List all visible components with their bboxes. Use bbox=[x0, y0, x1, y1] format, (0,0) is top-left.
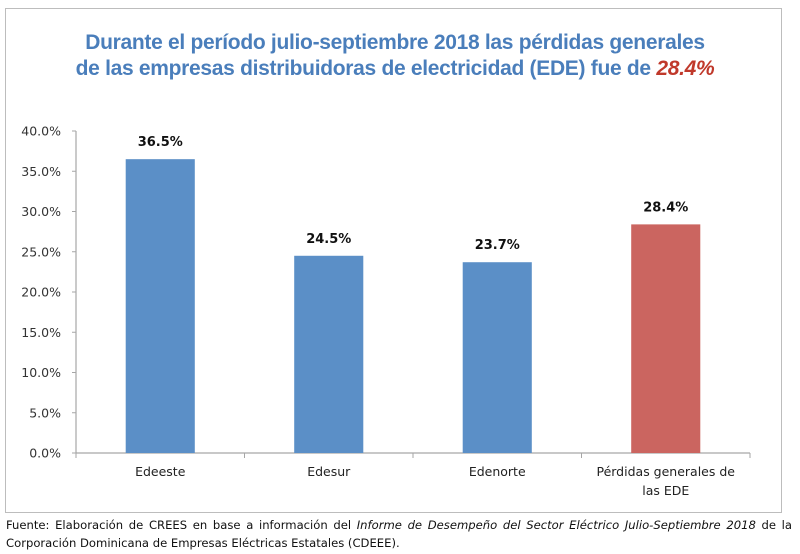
y-tick-label: 40.0% bbox=[21, 124, 61, 139]
data-label: 28.4% bbox=[643, 200, 688, 215]
y-tick-label: 30.0% bbox=[21, 204, 61, 219]
data-label: 36.5% bbox=[138, 135, 183, 150]
bar bbox=[462, 262, 532, 453]
bars bbox=[125, 159, 701, 454]
x-tick-label: Pérdidas generales de las EDE bbox=[596, 464, 735, 498]
y-tick-label: 25.0% bbox=[21, 244, 61, 259]
source-note-prefix: Fuente: Elaboración de CREES en base a i… bbox=[6, 518, 357, 532]
chart-title: Durante el período julio-septiembre 2018… bbox=[0, 30, 790, 82]
y-tick-label: 10.0% bbox=[21, 365, 61, 380]
y-tick-label: 0.0% bbox=[29, 446, 61, 461]
data-label: 23.7% bbox=[475, 238, 520, 253]
y-tick-label: 15.0% bbox=[21, 325, 61, 340]
source-note-report-title: Informe de Desempeño del Sector Eléctric… bbox=[356, 518, 756, 532]
source-note: Fuente: Elaboración de CREES en base a i… bbox=[6, 516, 792, 552]
chart-title-line2: de las empresas distribuidoras de electr… bbox=[75, 57, 657, 80]
chart-title-highlight-value: 28.4% bbox=[656, 57, 715, 80]
x-axis bbox=[75, 452, 751, 458]
data-label: 24.5% bbox=[306, 232, 351, 247]
y-tick-label: 5.0% bbox=[29, 405, 61, 420]
bar bbox=[631, 224, 701, 453]
bar bbox=[294, 255, 364, 453]
y-tick-label: 35.0% bbox=[21, 164, 61, 179]
y-axis: 0.0% 5.0% 10.0% 15.0% 20.0% 25.0% 30.0% 35.0% 40… bbox=[21, 124, 77, 461]
bar bbox=[125, 159, 195, 454]
data-labels: 36.5% 24.5% 23.7% 28.4% bbox=[138, 135, 689, 253]
x-tick-label: Edeeste bbox=[135, 464, 186, 479]
category-labels: Edeeste Edesur Edenorte Pérdidas generales … bbox=[135, 464, 735, 498]
source-note-suffix: de la Corporación Dominicana de Empresas… bbox=[6, 518, 792, 550]
chart-title-line1: Durante el período julio-septiembre 2018… bbox=[85, 31, 705, 54]
y-tick-label: 20.0% bbox=[21, 285, 61, 300]
x-tick-label: Edesur bbox=[307, 464, 351, 479]
x-tick-label: Edenorte bbox=[469, 464, 526, 479]
